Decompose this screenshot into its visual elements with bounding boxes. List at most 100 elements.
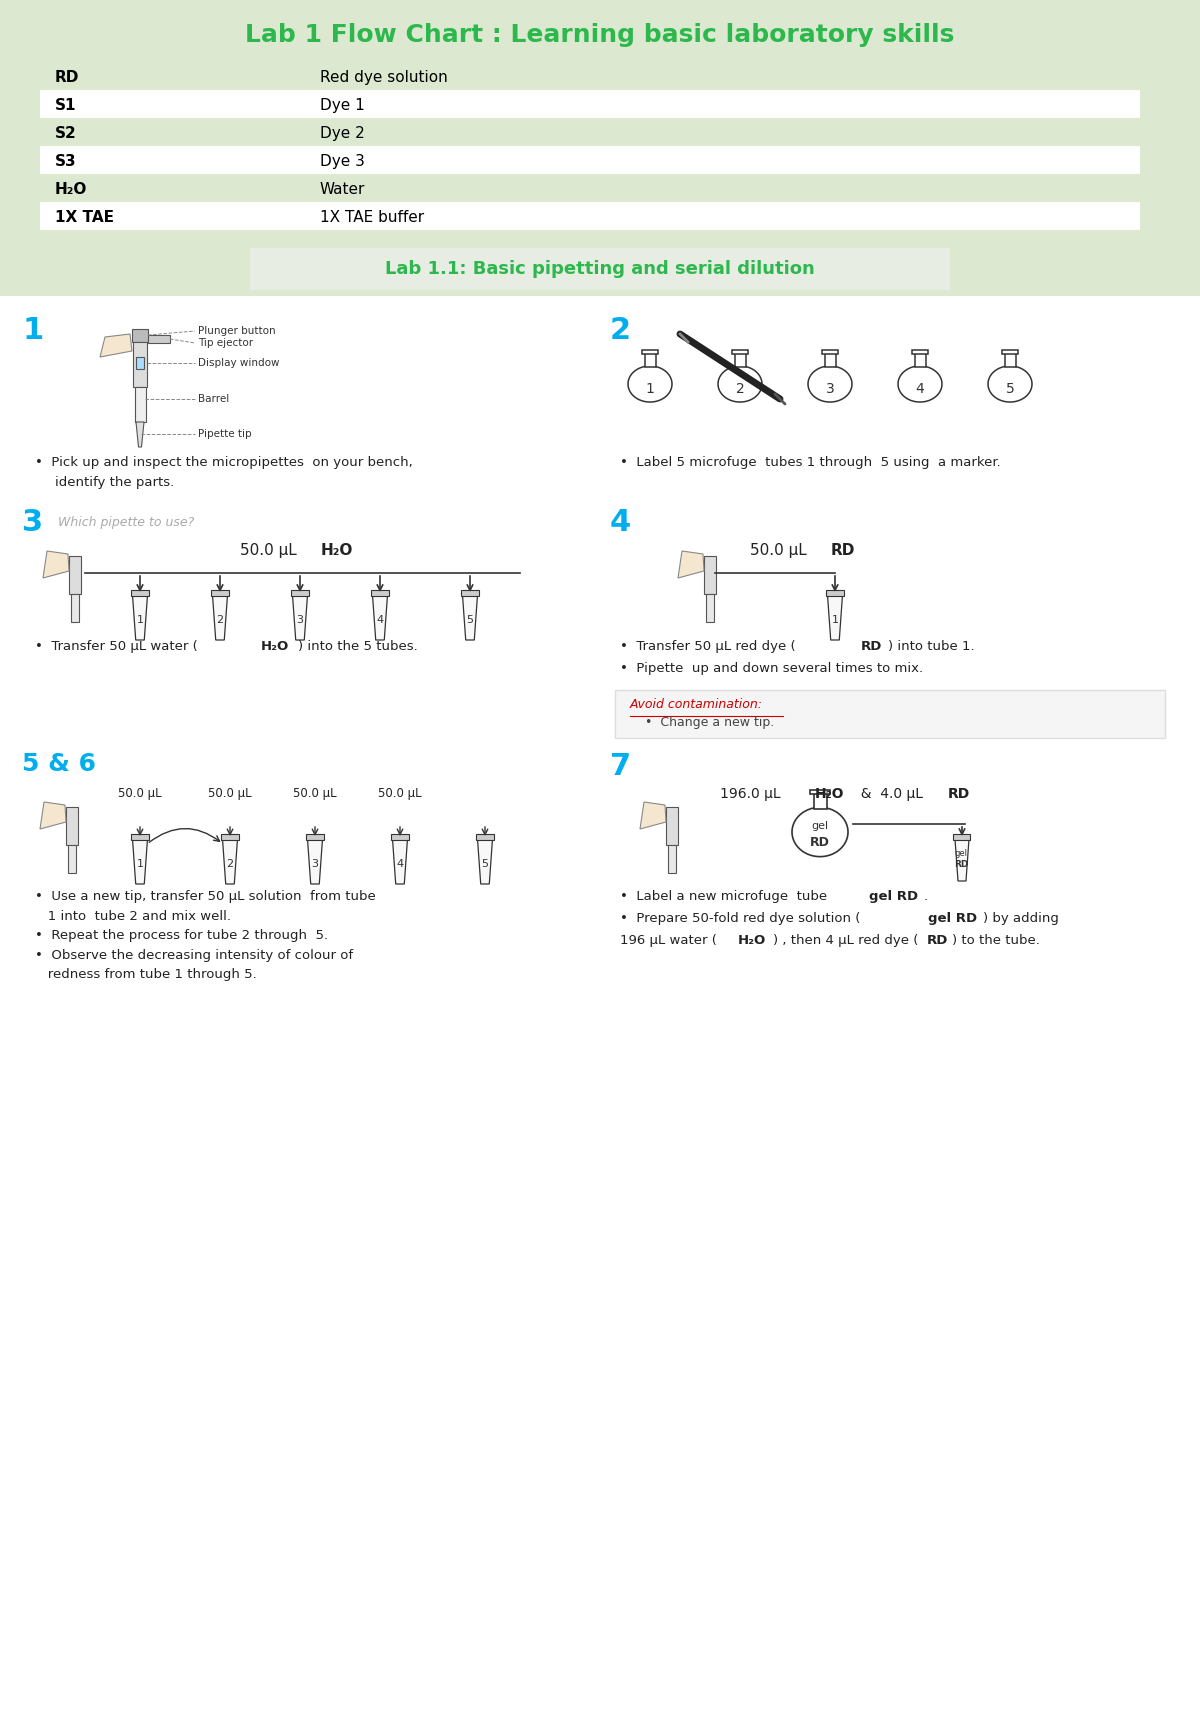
Text: Plunger button: Plunger button (198, 326, 276, 336)
Bar (824, 352, 835, 368)
Text: •  Pick up and inspect the micropipettes  on your bench,: • Pick up and inspect the micropipettes … (35, 456, 413, 468)
Text: ) by adding: ) by adding (983, 912, 1058, 924)
Text: 4: 4 (396, 858, 403, 869)
Text: RD: RD (928, 935, 948, 947)
Bar (134, 387, 145, 421)
Text: 4: 4 (610, 508, 631, 538)
Text: 2: 2 (610, 316, 631, 345)
Text: •  Label a new microfuge  tube: • Label a new microfuge tube (620, 890, 832, 903)
Text: •  Transfer 50 μL water (: • Transfer 50 μL water ( (35, 640, 198, 654)
Text: 2: 2 (736, 381, 744, 395)
Polygon shape (132, 595, 148, 640)
Text: 4: 4 (916, 381, 924, 395)
Bar (644, 352, 655, 368)
Text: gel RD: gel RD (869, 890, 918, 903)
Text: •  Use a new tip, transfer 50 μL solution  from tube: • Use a new tip, transfer 50 μL solution… (35, 890, 376, 903)
Text: H₂O: H₂O (55, 182, 88, 198)
Text: 1: 1 (137, 616, 144, 624)
Polygon shape (828, 595, 842, 640)
Text: 1: 1 (646, 381, 654, 395)
Text: gel: gel (954, 850, 967, 858)
Bar (1004, 352, 1015, 368)
Polygon shape (955, 839, 970, 881)
Text: 5 & 6: 5 & 6 (22, 753, 96, 777)
Bar (704, 557, 716, 595)
Text: ) into the 5 tubes.: ) into the 5 tubes. (298, 640, 418, 654)
Text: 1X TAE: 1X TAE (55, 210, 114, 225)
Text: S1: S1 (55, 97, 77, 113)
Text: 50.0 μL: 50.0 μL (293, 787, 337, 799)
Text: gel: gel (811, 820, 828, 831)
Text: Avoid contamination:: Avoid contamination: (630, 699, 763, 711)
Text: 50.0 μL: 50.0 μL (118, 787, 162, 799)
Bar (70, 557, 82, 595)
Text: H₂O: H₂O (322, 543, 353, 558)
Polygon shape (40, 803, 66, 829)
Text: 1 into  tube 2 and mix well.: 1 into tube 2 and mix well. (35, 910, 230, 922)
Bar (732, 350, 748, 354)
Text: RD: RD (810, 836, 830, 848)
Text: &  4.0 μL: & 4.0 μL (852, 787, 928, 801)
Text: H₂O: H₂O (738, 935, 767, 947)
Text: 4: 4 (377, 616, 384, 624)
Bar (371, 590, 389, 595)
Polygon shape (293, 595, 307, 640)
Bar (616, 690, 1165, 739)
Bar (40, 90, 1140, 118)
Text: •  Prepare 50-fold red dye solution (: • Prepare 50-fold red dye solution ( (620, 912, 860, 924)
Text: 196.0 μL: 196.0 μL (720, 787, 785, 801)
Text: redness from tube 1 through 5.: redness from tube 1 through 5. (35, 968, 257, 981)
Text: RD: RD (954, 860, 968, 869)
Text: •  Label 5 microfuge  tubes 1 through  5 using  a marker.: • Label 5 microfuge tubes 1 through 5 us… (620, 456, 1001, 468)
Text: 50.0 μL: 50.0 μL (208, 787, 252, 799)
Polygon shape (678, 551, 704, 577)
Bar (131, 590, 149, 595)
Bar (1002, 350, 1018, 354)
Text: •  Pipette  up and down several times to mix.: • Pipette up and down several times to m… (620, 662, 923, 675)
Bar (734, 352, 745, 368)
Text: 5: 5 (481, 858, 488, 869)
Text: 5: 5 (1006, 381, 1014, 395)
Polygon shape (792, 808, 848, 857)
Text: •  Observe the decreasing intensity of colour of: • Observe the decreasing intensity of co… (35, 948, 353, 961)
Text: 3: 3 (296, 616, 304, 624)
Polygon shape (718, 366, 762, 402)
Text: 1: 1 (22, 316, 43, 345)
Text: Barrel: Barrel (198, 394, 229, 404)
Bar (912, 350, 928, 354)
Text: identify the parts.: identify the parts. (55, 477, 174, 489)
Bar (250, 248, 950, 290)
Text: 1: 1 (832, 616, 839, 624)
Bar (290, 590, 308, 595)
Text: gel RD: gel RD (928, 912, 977, 924)
Bar (211, 590, 229, 595)
Text: ) into tube 1.: ) into tube 1. (888, 640, 974, 654)
Bar (40, 62, 1140, 90)
Text: •  Change a new tip.: • Change a new tip. (646, 716, 774, 728)
Polygon shape (212, 595, 228, 640)
Polygon shape (808, 366, 852, 402)
Bar (40, 201, 1140, 231)
Text: RD: RD (948, 787, 971, 801)
Bar (476, 834, 494, 839)
Polygon shape (372, 595, 388, 640)
Text: Tip ejector: Tip ejector (198, 338, 253, 349)
Text: RD: RD (830, 543, 856, 558)
Bar (954, 834, 971, 839)
Bar (706, 595, 714, 623)
Text: 50.0 μL: 50.0 μL (750, 543, 811, 558)
Polygon shape (307, 839, 323, 884)
Text: 50.0 μL: 50.0 μL (378, 787, 422, 799)
Text: 3: 3 (22, 508, 43, 538)
Bar (826, 590, 844, 595)
Text: Dye 3: Dye 3 (320, 154, 365, 168)
Text: H₂O: H₂O (262, 640, 289, 654)
Text: 196 μL water (: 196 μL water ( (620, 935, 716, 947)
Text: .: . (924, 890, 928, 903)
Bar (461, 590, 479, 595)
Text: 2: 2 (216, 616, 223, 624)
Text: Water: Water (320, 182, 365, 198)
Bar (133, 342, 146, 387)
Text: Which pipette to use?: Which pipette to use? (58, 517, 194, 529)
Text: Dye 2: Dye 2 (320, 127, 365, 140)
